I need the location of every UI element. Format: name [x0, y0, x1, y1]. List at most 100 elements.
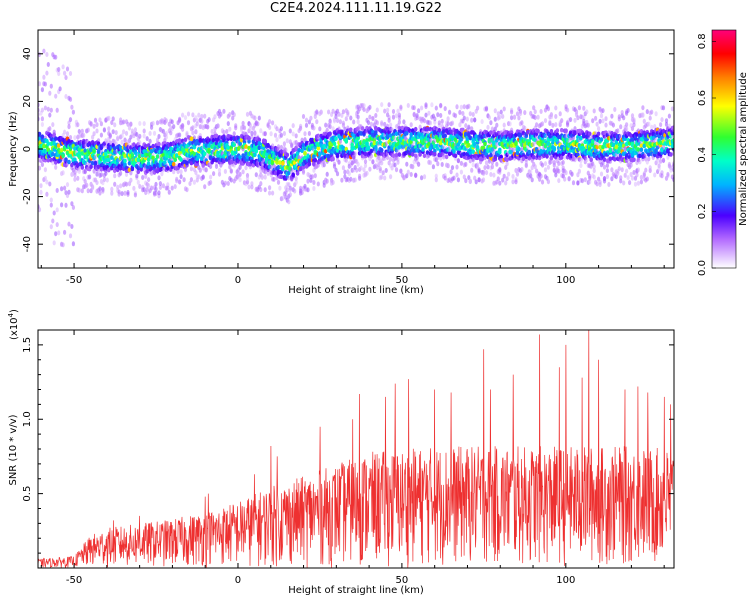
heatmap-cell-4469 [635, 172, 639, 178]
heatmap-cell-1636 [254, 149, 259, 154]
heatmap-cell-2057 [312, 186, 316, 191]
heatmap-cell-1950 [297, 154, 301, 160]
heatmap-cell-906 [157, 190, 161, 196]
heatmap-cell-3993 [571, 180, 576, 186]
heatmap-cell-4653 [660, 117, 664, 123]
heatmap-cell-3191 [464, 178, 468, 184]
heatmap-cell-2888 [422, 153, 427, 159]
heatmap-cell-3689 [530, 177, 534, 183]
heatmap-cell-2463 [365, 141, 369, 147]
heatmap-cell-3763 [540, 179, 545, 185]
heatmap-cell-528 [107, 115, 111, 121]
heatmap-cell-458 [96, 164, 101, 170]
heatmap-cell-3697 [532, 141, 536, 147]
heatmap-cell-2207 [331, 156, 335, 162]
heatmap-cell-333 [80, 128, 84, 134]
heatmap-cell-719 [132, 185, 136, 191]
heatmap-cell-748 [136, 179, 140, 185]
heatmap-cell-2764 [406, 169, 410, 175]
heatmap-cell-1434 [228, 112, 232, 117]
heatmap-cell-1795 [276, 179, 281, 185]
heatmap-cell-2242 [335, 148, 340, 153]
heatmap-cell-3062 [446, 121, 450, 127]
heatmap-cell-855 [149, 166, 154, 171]
heatmap-cell-202 [63, 129, 67, 135]
heatmap-cell-239 [67, 138, 71, 144]
heatmap-cell-1103 [183, 115, 188, 121]
heatmap-cell-3879 [555, 128, 560, 133]
heatmap-cell-3411 [493, 108, 497, 114]
heatmap-cell-404 [89, 164, 93, 169]
heatmap-cell-442 [95, 128, 99, 134]
heatmap-cell-2802 [410, 152, 415, 157]
heatmap-cell-67 [45, 179, 49, 185]
heatmap-cell-2972 [434, 105, 438, 111]
heatmap-cell-110 [51, 122, 55, 128]
heatmap-cell-1882 [288, 192, 292, 198]
heatmap-cell-2077 [313, 157, 318, 163]
heatmap-cell-3234 [470, 117, 474, 123]
heatmap-cell-2030 [307, 161, 312, 167]
heatmap-cell-1626 [253, 145, 257, 151]
heatmap-cell-4502 [639, 179, 644, 185]
heatmap-cell-3984 [570, 171, 574, 177]
heatmap-cell-2528 [374, 129, 378, 135]
heatmap-cell-2842 [417, 108, 421, 114]
heatmap-cell-235 [67, 124, 71, 130]
heatmap-cell-4180 [597, 126, 601, 132]
heatmap-cell-1717 [266, 170, 270, 176]
heatmap-cell-2181 [328, 124, 332, 130]
heatmap-cell-2235 [335, 118, 340, 124]
heatmap-cell-2663 [393, 162, 397, 168]
heatmap-cell-3092 [450, 165, 455, 171]
heatmap-cell-81 [46, 62, 50, 67]
heatmap-cell-1334 [214, 164, 219, 169]
heatmap-cell-1145 [189, 177, 193, 183]
heatmap-cell-3137 [456, 158, 460, 164]
heatmap-cell-1779 [273, 170, 278, 176]
heatmap-cell-3711 [533, 115, 537, 121]
heatmap-x-tick-label: 0 [235, 275, 241, 286]
colorbar-tick-label: 0.6 [697, 90, 708, 106]
heatmap-cell-1138 [188, 141, 192, 146]
heatmap-cell-1082 [181, 126, 185, 132]
heatmap-cell-706 [130, 128, 134, 134]
heatmap-cell-4348 [619, 124, 623, 130]
heatmap-cell-4381 [623, 146, 627, 152]
heatmap-cell-2059 [312, 125, 316, 131]
heatmap-cell-2479 [368, 166, 372, 172]
snr-y-axis-label: SNR (10 * v/v) [8, 414, 19, 485]
heatmap-cell-1091 [182, 177, 186, 183]
heatmap-cell-1059 [178, 132, 182, 138]
heatmap-cell-1157 [191, 130, 195, 136]
heatmap-cell-1269 [206, 124, 210, 130]
heatmap-cell-2365 [353, 151, 357, 157]
heatmap-cell-2035 [309, 178, 313, 183]
heatmap-cell-2081 [315, 109, 319, 115]
heatmap-cell-2244 [337, 111, 341, 117]
heatmap-cell-55 [43, 167, 48, 173]
heatmap-cell-2709 [399, 104, 403, 110]
heatmap-cell-158 [57, 67, 61, 72]
heatmap-cell-2682 [394, 131, 399, 136]
heatmap-y-tick-label: 20 [22, 95, 33, 108]
heatmap-cell-201 [63, 70, 67, 76]
heatmap-cell-2258 [338, 139, 342, 145]
heatmap-cell-2531 [375, 107, 379, 113]
heatmap-cell-725 [132, 142, 136, 147]
heatmap-cell-688 [127, 160, 132, 166]
heatmap-cell-1797 [276, 144, 281, 150]
heatmap-cell-1069 [179, 174, 183, 180]
heatmap-cell-1738 [269, 164, 273, 170]
heatmap-cell-3820 [548, 119, 552, 125]
heatmap-cell-3631 [523, 110, 527, 116]
heatmap-cell-836 [148, 138, 152, 144]
heatmap-cell-85 [46, 158, 51, 163]
heatmap-cell-2633 [389, 174, 393, 180]
heatmap-cell-245 [68, 233, 73, 239]
heatmap-cell-696 [129, 177, 133, 183]
heatmap-cell-1253 [202, 151, 207, 157]
heatmap-cell-1387 [222, 108, 226, 114]
heatmap-cell-4668 [661, 157, 666, 163]
heatmap-cell-1729 [268, 190, 272, 196]
